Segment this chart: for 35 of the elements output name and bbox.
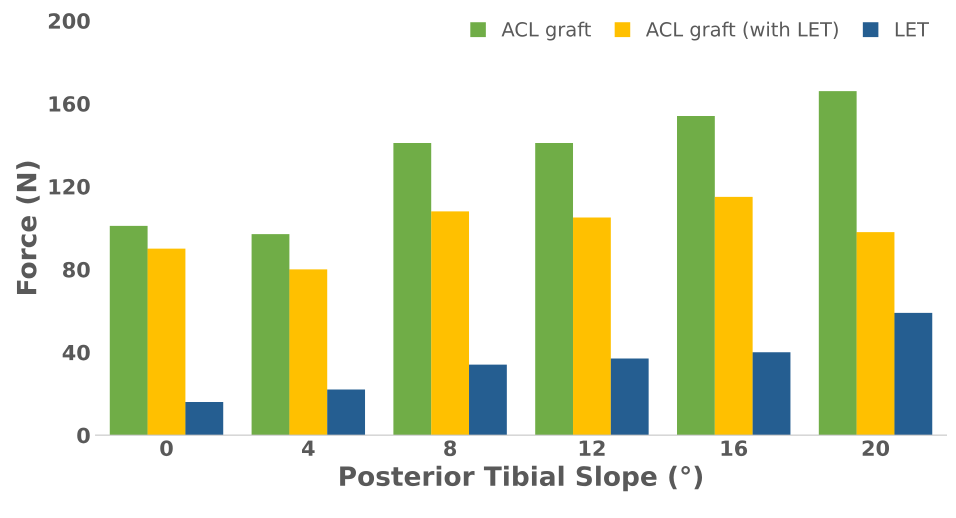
bar bbox=[327, 390, 366, 436]
bar bbox=[752, 352, 790, 436]
x-tick-label: 12 bbox=[580, 440, 605, 456]
bar bbox=[894, 312, 932, 436]
bar bbox=[818, 91, 857, 436]
y-tick-label: 80 bbox=[63, 262, 90, 278]
bar bbox=[393, 142, 432, 436]
y-tick-label: 120 bbox=[50, 178, 90, 195]
y-tick-label: 160 bbox=[50, 96, 90, 112]
legend-label: ACL graft bbox=[502, 22, 591, 40]
bar bbox=[535, 142, 574, 436]
bar bbox=[714, 196, 753, 436]
x-tick-label: 16 bbox=[722, 440, 748, 456]
x-tick-label: 8 bbox=[444, 440, 456, 456]
x-tick-label: 0 bbox=[160, 440, 173, 456]
bar bbox=[289, 269, 328, 436]
bar bbox=[573, 218, 611, 436]
bar bbox=[431, 211, 470, 436]
legend-label: LET bbox=[896, 22, 929, 36]
y-axis-title: Force (N) bbox=[16, 162, 40, 294]
legend-label: ACL graft (with LET) bbox=[646, 22, 838, 40]
y-tick-label: 200 bbox=[48, 13, 90, 29]
bar bbox=[110, 226, 148, 436]
x-tick-label: 20 bbox=[862, 440, 890, 456]
bar bbox=[252, 234, 290, 436]
bar bbox=[610, 358, 649, 436]
y-tick-label: 0 bbox=[77, 428, 90, 444]
y-tick-label: 40 bbox=[62, 344, 90, 360]
x-axis-title: Posterior Tibial Slope (°) bbox=[340, 466, 702, 492]
bar bbox=[148, 248, 186, 436]
x-tick-label: 4 bbox=[302, 440, 315, 456]
bar bbox=[856, 232, 894, 436]
bar bbox=[469, 364, 507, 436]
bar bbox=[677, 116, 715, 436]
bar bbox=[185, 402, 224, 436]
